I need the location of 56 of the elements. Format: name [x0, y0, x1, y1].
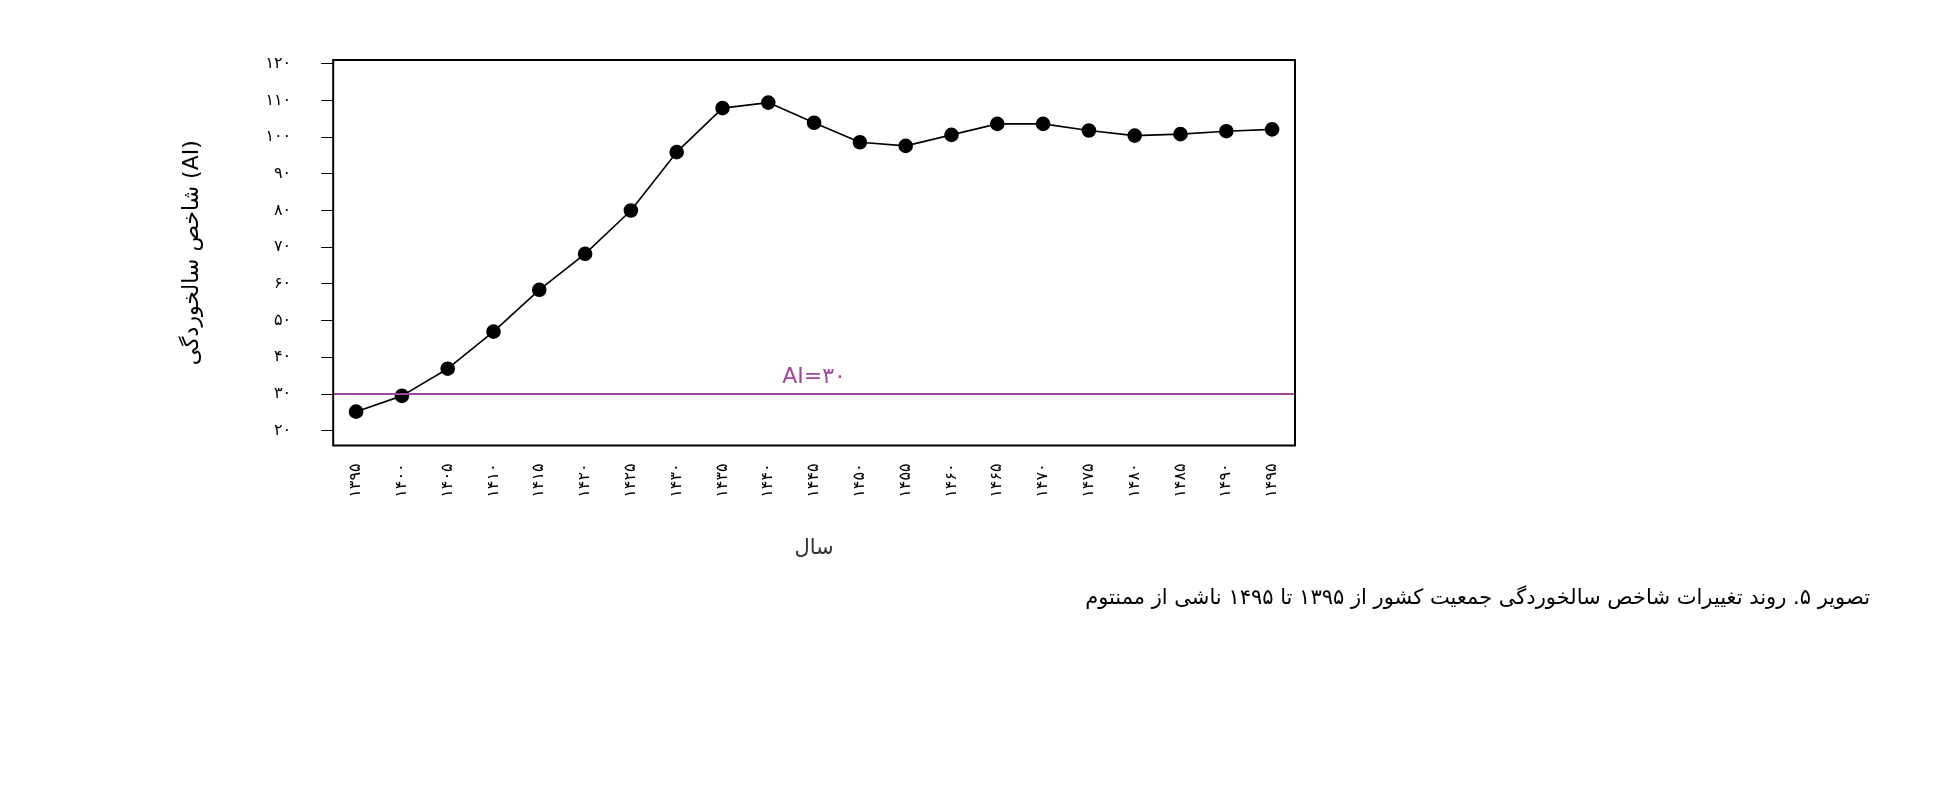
point	[486, 324, 501, 339]
x-tick-label: ۱۴۳۰	[665, 463, 685, 498]
y-tick-label: ۱۱۰	[265, 89, 292, 109]
x-tick-label: ۱۴۷۰	[1032, 463, 1052, 498]
x-tick-label: ۱۳۹۵	[345, 463, 365, 498]
y-tick-label: ۱۲۰	[265, 52, 292, 72]
point	[989, 116, 1005, 132]
point	[348, 404, 364, 419]
x-tick-label: ۱۴۱۵	[528, 463, 548, 498]
x-tick-label: ۱۴۶۵	[986, 463, 1006, 498]
x-tick-label: ۱۴۰۰	[391, 463, 411, 498]
y-tick-label: ۵۰	[273, 309, 292, 329]
x-tick-label: ۱۴۹۵	[1261, 463, 1281, 498]
point	[440, 361, 455, 377]
point	[715, 100, 730, 116]
ref-line-label: AI=۳۰	[782, 362, 846, 388]
y-tick-label: ۹۰	[273, 162, 292, 182]
y-tick-label: ۲۰	[273, 419, 292, 439]
point	[760, 95, 776, 110]
point	[852, 134, 868, 150]
x-tick-label: ۱۴۰۵	[436, 463, 456, 498]
point	[806, 115, 822, 131]
point	[1173, 126, 1188, 142]
y-tick-label: ۱۰۰	[265, 126, 292, 146]
x-tick-label: ۱۴۱۰	[482, 463, 502, 498]
x-tick-label: ۱۴۲۵	[620, 463, 640, 498]
x-tick-label: ۱۴۴۰	[757, 463, 777, 498]
point	[944, 127, 959, 143]
x-tick-label: ۱۴۸۰	[1123, 463, 1143, 498]
y-tick-label: ۴۰	[273, 346, 292, 366]
text: تصویر ۵. روند تغییرات شاخص سالخوردگی جمعیت کشور از ۱۳۹۵ تا ۱۴۹۵ ناشی از ممنتوم	[1084, 585, 1870, 609]
y-tick-label: ۶۰	[273, 273, 292, 293]
point	[1219, 123, 1234, 139]
point	[898, 138, 913, 154]
x-tick-label: ۱۴۵۰	[849, 463, 869, 498]
y-tick-label: ۸۰	[273, 199, 292, 219]
x-tick-label: ۱۴۹۰	[1215, 463, 1235, 498]
point	[1264, 122, 1280, 137]
point	[531, 282, 547, 298]
x-tick-label: ۱۴۴۵	[803, 463, 823, 498]
point	[669, 144, 684, 160]
y-tick-label: ۷۰	[273, 236, 292, 256]
x-tick-label: ۱۴۲۰	[574, 463, 594, 498]
x-tick-label: ۱۴۷۵	[1078, 463, 1098, 498]
y-axis-title: شاخص سالخوردگی (AI)	[177, 140, 204, 366]
x-tick-label: ۱۴۵۵	[894, 463, 914, 498]
x-axis-title: سال	[794, 534, 834, 559]
point	[623, 203, 639, 218]
y-tick-label: ۳۰	[273, 383, 292, 403]
point	[1081, 123, 1097, 138]
x-tick-label: ۱۴۶۰	[940, 463, 960, 498]
x-tick-label: ۱۴۸۵	[1169, 463, 1189, 498]
point	[1035, 116, 1051, 132]
point	[577, 246, 593, 262]
point	[1127, 128, 1142, 143]
x-tick-label: ۱۴۳۵	[711, 463, 731, 498]
